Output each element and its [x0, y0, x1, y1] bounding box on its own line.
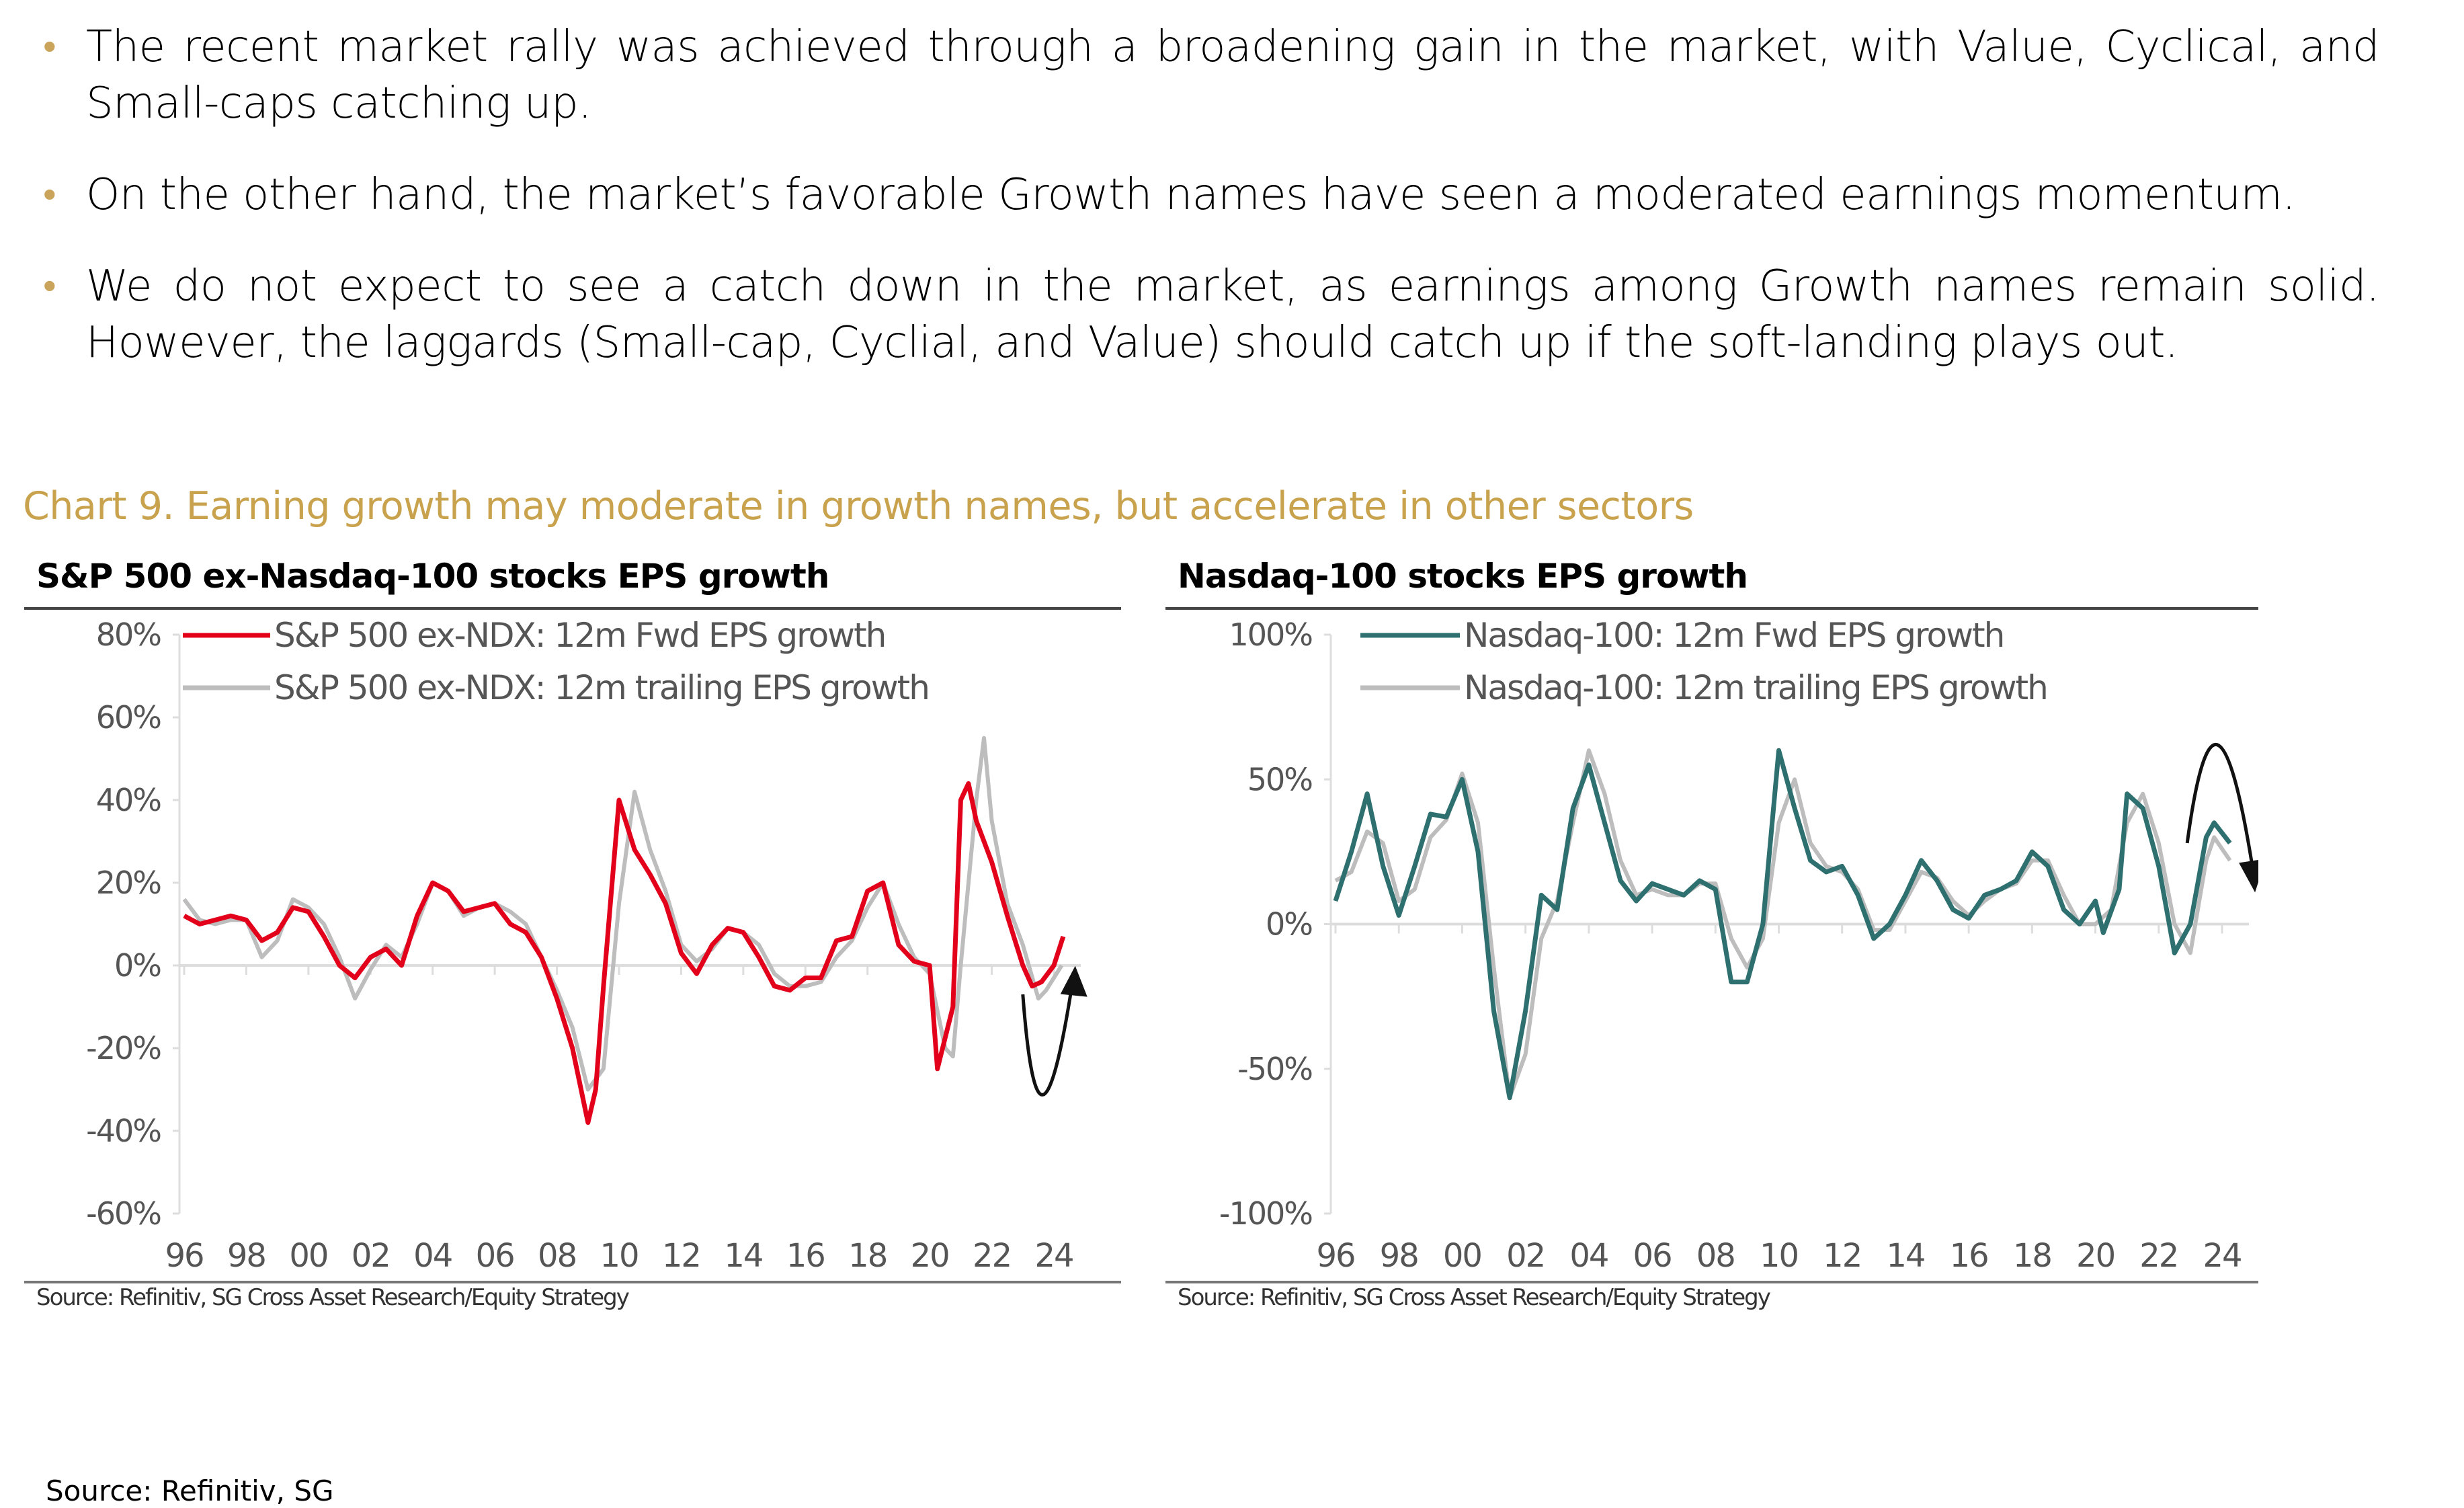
- x-tick-label: 00: [1443, 1237, 1481, 1275]
- x-tick-label: 12: [1823, 1237, 1861, 1275]
- x-tick-label: 10: [1760, 1237, 1798, 1275]
- bullet-text: The recent market rally was achieved thr…: [86, 22, 2380, 128]
- y-tick-label: -50%: [1237, 1051, 1312, 1087]
- annotation-arrow: [2185, 743, 2256, 875]
- x-tick-label: 98: [227, 1237, 265, 1275]
- x-tick-label: 04: [413, 1237, 452, 1275]
- chart-source: Source: Refinitiv, SG Cross Asset Resear…: [1178, 1284, 1771, 1311]
- x-tick-label: 14: [1886, 1237, 1924, 1275]
- y-tick-label: -100%: [1219, 1195, 1312, 1232]
- series-line-trailing: [1334, 748, 2232, 1100]
- y-tick-label: 0%: [1266, 906, 1312, 943]
- annotation-arrow: [1021, 982, 1075, 1097]
- x-tick-label: 12: [662, 1237, 700, 1275]
- series-line-fwd: [1333, 748, 2232, 1101]
- chart-title: Nasdaq-100 stocks EPS growth: [1178, 557, 1748, 596]
- y-tick-label: 20%: [96, 865, 161, 901]
- series-line-trailing: [182, 736, 1064, 1092]
- x-tick-label: 16: [786, 1237, 825, 1275]
- chart-title: S&P 500 ex-Nasdaq-100 stocks EPS growth: [36, 557, 829, 596]
- chart-plot: 100% 50% 0% -50% -100%96 98 00 02 04 06 08 10 12 14 16…: [1165, 607, 2258, 1283]
- arrowhead-icon: [1060, 965, 1087, 997]
- x-tick-label: 22: [973, 1237, 1011, 1275]
- x-tick-label: 14: [724, 1237, 762, 1275]
- bullet-item: • We do not expect to see a catch down in…: [40, 258, 2380, 371]
- series-line-fwd: [183, 781, 1066, 1125]
- x-tick-label: 08: [538, 1237, 576, 1275]
- bullet-item: • The recent market rally was achieved th…: [40, 19, 2380, 132]
- x-tick-label: 02: [352, 1237, 390, 1275]
- y-tick-label: -40%: [86, 1113, 161, 1149]
- x-tick-label: 06: [476, 1237, 514, 1275]
- x-tick-label: 04: [1569, 1237, 1608, 1275]
- y-tick-label: 0%: [114, 947, 161, 984]
- chart-source: Source: Refinitiv, SG Cross Asset Resear…: [36, 1284, 630, 1311]
- y-tick-label: -60%: [86, 1195, 161, 1232]
- y-tick-label: 60%: [96, 699, 161, 736]
- y-tick-label: 50%: [1247, 761, 1313, 797]
- x-tick-label: 10: [600, 1237, 638, 1275]
- x-tick-label: 08: [1696, 1237, 1735, 1275]
- chart-caption: Chart 9. Earning growth may moderate in …: [23, 484, 1694, 528]
- x-tick-label: 22: [2139, 1237, 2178, 1275]
- x-tick-label: 96: [1316, 1237, 1354, 1275]
- x-tick-label: 98: [1380, 1237, 1418, 1275]
- x-tick-label: 96: [165, 1237, 203, 1275]
- bullet-marker: •: [43, 264, 56, 308]
- x-tick-label: 24: [2203, 1237, 2241, 1275]
- chart-nasdaq-100: Nasdaq-100 stocks EPS growth 100% 50% 0% -5…: [1165, 551, 2258, 1331]
- x-tick-label: 18: [2013, 1237, 2051, 1275]
- x-tick-label: 16: [1950, 1237, 1988, 1275]
- x-tick-label: 02: [1506, 1237, 1545, 1275]
- chart-plot: 80% 60% 40% 20% 0% -20% -40% -60%96 98 00 02 04 06 08…: [24, 607, 1121, 1283]
- x-tick-label: 20: [2076, 1237, 2114, 1275]
- bullet-text: We do not expect to see a catch down in …: [86, 262, 2380, 368]
- bullet-marker: •: [43, 25, 56, 69]
- legend-label: S&P 500 ex-NDX: 12m Fwd EPS growth: [274, 616, 885, 655]
- y-tick-label: 100%: [1229, 617, 1312, 653]
- y-tick-label: 40%: [96, 782, 161, 818]
- footer-source: Source: Refinitiv, SG: [46, 1474, 334, 1507]
- x-tick-label: 00: [289, 1237, 327, 1275]
- chart-sp500-ex-ndx: S&P 500 ex-Nasdaq-100 stocks EPS growth …: [24, 551, 1121, 1331]
- legend-label: Nasdaq-100: 12m trailing EPS growth: [1464, 668, 2047, 707]
- bullet-marker: •: [43, 173, 56, 216]
- y-tick-label: -20%: [86, 1030, 161, 1066]
- bullet-text: On the other hand, the market’s favorabl…: [86, 170, 2296, 220]
- bullet-list: • The recent market rally was achieved th…: [40, 19, 2380, 406]
- bullet-item: • On the other hand, the market’s favorab…: [40, 167, 2379, 223]
- legend-label: S&P 500 ex-NDX: 12m trailing EPS growth: [274, 668, 929, 707]
- x-tick-label: 06: [1633, 1237, 1672, 1275]
- y-tick-label: 80%: [96, 617, 161, 653]
- x-tick-label: 24: [1034, 1237, 1073, 1275]
- arrowhead-icon: [2239, 859, 2258, 893]
- x-tick-label: 20: [911, 1237, 949, 1275]
- legend-label: Nasdaq-100: 12m Fwd EPS growth: [1464, 616, 2004, 655]
- x-tick-label: 18: [848, 1237, 887, 1275]
